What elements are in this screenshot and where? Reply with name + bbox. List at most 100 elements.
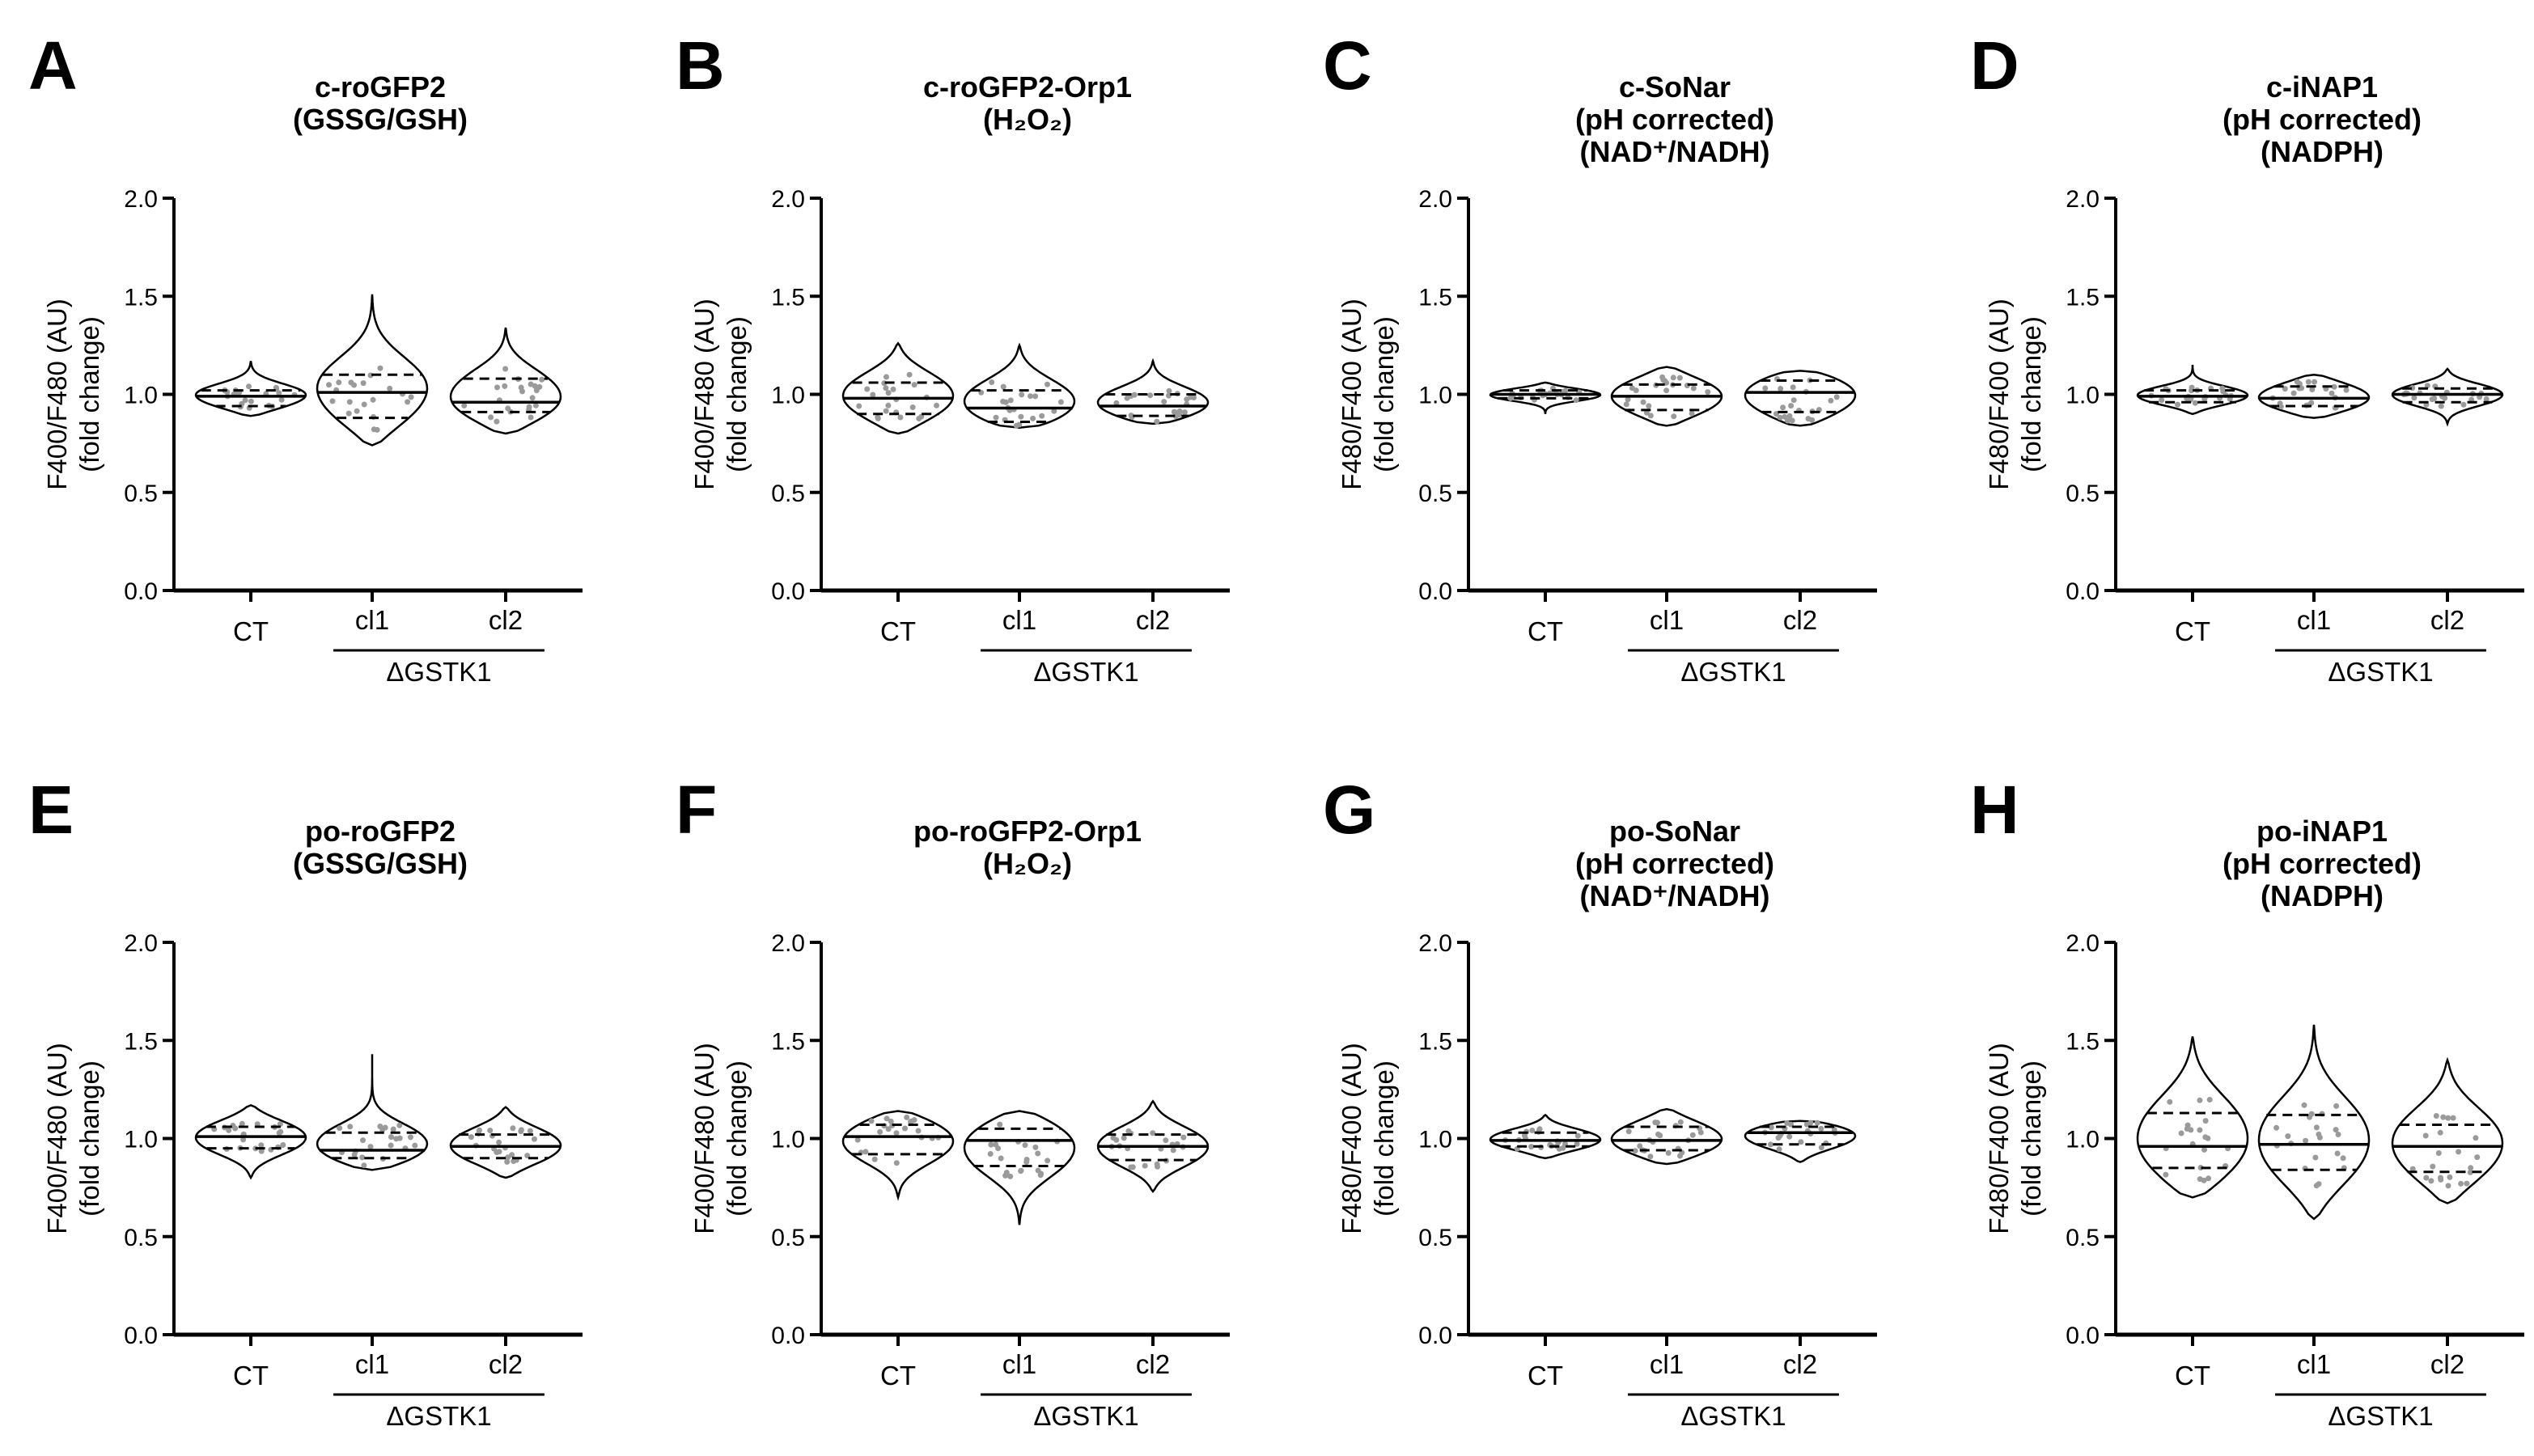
data-point [518, 384, 524, 391]
category-label: CT [1528, 1361, 1563, 1390]
y-tick-label: 2.0 [771, 930, 805, 957]
y-tick-label: 0.0 [1418, 578, 1452, 605]
data-point [2428, 1178, 2434, 1184]
y-tick-label: 0.5 [124, 1225, 158, 1251]
data-point [518, 1127, 524, 1133]
violin-ct [2136, 1036, 2249, 1199]
data-point [393, 1136, 400, 1142]
panel-title-line: c-iNAP1 [2266, 70, 2378, 104]
y-axis-label: F400/F480 (AU) [689, 1043, 719, 1234]
data-point [871, 1156, 878, 1162]
data-point [1625, 1128, 1632, 1135]
data-point [396, 1122, 403, 1128]
group-label: ΔGSTK1 [386, 657, 491, 687]
data-point [2301, 1102, 2307, 1108]
panel-title-line: c-roGFP2-Orp1 [923, 70, 1132, 104]
data-point [2467, 1169, 2473, 1175]
data-point [1187, 394, 1193, 400]
data-point [1161, 399, 1167, 405]
y-tick-label: 2.0 [2066, 930, 2100, 957]
data-point [2333, 1127, 2339, 1133]
violin-cl2 [1744, 1120, 1857, 1163]
data-point [2473, 1135, 2479, 1141]
panel-title-line: po-roGFP2 [305, 815, 456, 848]
violin-outline [2391, 367, 2504, 427]
data-point [388, 1134, 394, 1141]
data-point [2197, 1097, 2203, 1103]
violin-outline [841, 1110, 955, 1201]
data-point [916, 416, 922, 421]
y-tick-label: 1.5 [2066, 284, 2100, 311]
data-point [1655, 1131, 1661, 1137]
y-axis-label: F400/F480 (AU) [42, 298, 72, 490]
data-point [1007, 1173, 1014, 1179]
y-tick-label: 2.0 [1418, 930, 1452, 957]
data-point [2458, 1180, 2464, 1187]
data-point [2189, 384, 2195, 391]
data-point [875, 414, 881, 421]
violin-cl1 [963, 342, 1076, 429]
data-point [242, 397, 248, 404]
data-point [2309, 387, 2316, 392]
violin-outline [2136, 1036, 2249, 1199]
data-point [1768, 1141, 1773, 1148]
data-point [510, 1125, 516, 1132]
y-tick-label: 1.0 [124, 1127, 158, 1153]
data-point [1789, 417, 1795, 424]
data-point [877, 1128, 884, 1135]
data-point [360, 1137, 366, 1144]
data-point [1166, 387, 1172, 394]
y-tick-label: 0.0 [2066, 1323, 2100, 1349]
data-point [1128, 1164, 1134, 1170]
data-point [511, 1158, 517, 1164]
data-point [1660, 377, 1667, 383]
data-point [359, 1154, 366, 1161]
data-point [390, 1126, 396, 1132]
data-point [1690, 385, 1697, 392]
data-point [2435, 1150, 2442, 1156]
data-point [884, 374, 889, 380]
data-point [374, 426, 380, 433]
data-point [864, 386, 871, 392]
y-tick-label: 1.5 [771, 284, 805, 311]
y-axis-label: F480/F400 (AU) [1984, 1043, 2014, 1234]
data-point [995, 1145, 1002, 1152]
data-point [2411, 395, 2417, 401]
data-point [1028, 393, 1033, 400]
category-label: CT [1528, 616, 1563, 646]
panel-title-line: po-iNAP1 [2256, 815, 2388, 848]
data-point [532, 402, 539, 408]
data-point [2299, 385, 2305, 392]
data-point [998, 1155, 1004, 1162]
data-point [1150, 1130, 1156, 1136]
data-point [1000, 383, 1006, 390]
data-point [2440, 1114, 2447, 1120]
data-point [487, 1128, 494, 1133]
category-label: CT [2175, 616, 2210, 646]
y-tick-label: 0.0 [124, 1323, 158, 1349]
violin-outline [449, 1106, 562, 1179]
y-tick-label: 2.0 [2066, 186, 2100, 213]
data-point [258, 1148, 265, 1154]
data-point [1045, 1158, 1051, 1164]
violin-ct [194, 1103, 307, 1180]
data-point [1035, 1150, 1041, 1157]
data-point [893, 1160, 900, 1166]
data-point [1573, 397, 1579, 404]
data-point [1629, 385, 1635, 392]
data-point [2316, 1134, 2323, 1141]
data-point [1643, 409, 1650, 416]
violin-ct [841, 1110, 955, 1201]
panel-title-line: po-roGFP2-Orp1 [913, 815, 1142, 848]
data-point [1536, 1126, 1543, 1132]
y-tick-label: 1.5 [1418, 1028, 1452, 1055]
data-point [528, 414, 534, 421]
y-tick-label: 0.5 [771, 1225, 805, 1251]
data-point [2206, 1097, 2213, 1103]
data-point [528, 381, 534, 387]
data-point [1574, 1132, 1581, 1139]
data-point [502, 383, 508, 389]
